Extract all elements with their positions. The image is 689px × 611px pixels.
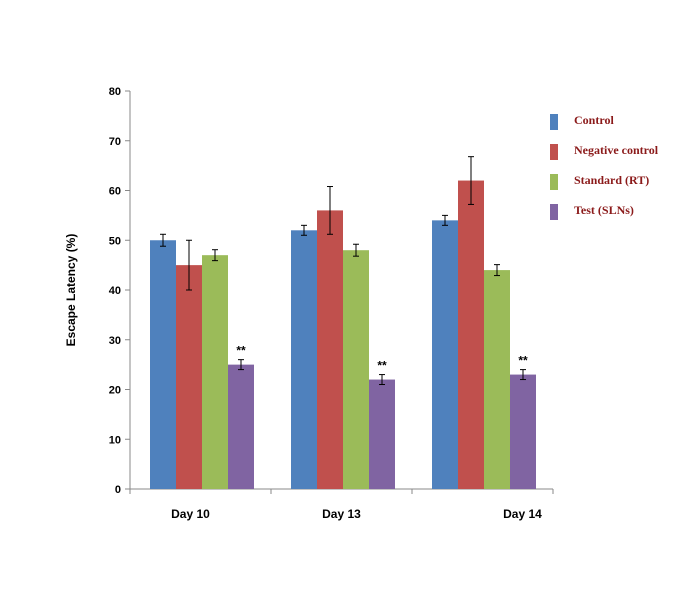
bar	[458, 180, 484, 490]
significance-marker: **	[236, 344, 246, 358]
legend-swatch	[550, 144, 558, 160]
axes-layer: 0 10 20 30 40 50 60 70 80 Day 10 Day 13 Day 14	[109, 86, 554, 521]
bar	[202, 255, 228, 489]
bar	[432, 220, 458, 489]
bar	[291, 230, 317, 490]
y-tick-label: 60	[109, 186, 121, 198]
bar	[369, 379, 395, 489]
y-tick-label: 30	[109, 335, 121, 347]
bar	[343, 250, 369, 489]
y-tick-label: 0	[115, 484, 121, 496]
bar	[317, 210, 343, 489]
significance-marker: **	[377, 359, 387, 373]
bar	[228, 364, 254, 489]
y-tick-label: 10	[109, 434, 121, 446]
legend-swatch	[550, 204, 558, 220]
x-tick-label: Day 13	[322, 507, 361, 521]
y-tick-label: 40	[109, 285, 121, 297]
y-axis-label: Escape Latency (%)	[64, 234, 78, 347]
x-tick-label: Day 10	[171, 507, 210, 521]
legend-label: Standard (RT)	[574, 173, 649, 187]
y-tick-label: 20	[109, 385, 121, 397]
y-tick-label: 50	[109, 235, 121, 247]
y-tick-label: 80	[109, 86, 121, 98]
significance-marker: **	[518, 354, 528, 368]
bar	[176, 265, 202, 489]
bars-layer: ** ** **	[150, 156, 536, 490]
legend-label: Negative control	[574, 143, 659, 157]
legend-swatch	[550, 114, 558, 130]
x-tick-label: Day 14	[503, 507, 542, 521]
legend: Control Negative control Standard (RT) Test…	[550, 113, 659, 220]
legend-label: Test (SLNs)	[574, 203, 634, 217]
bar	[150, 240, 176, 489]
legend-swatch	[550, 174, 558, 190]
bar	[484, 270, 510, 489]
y-tick-label: 70	[109, 136, 121, 148]
legend-label: Control	[574, 113, 614, 127]
bar	[510, 374, 536, 489]
